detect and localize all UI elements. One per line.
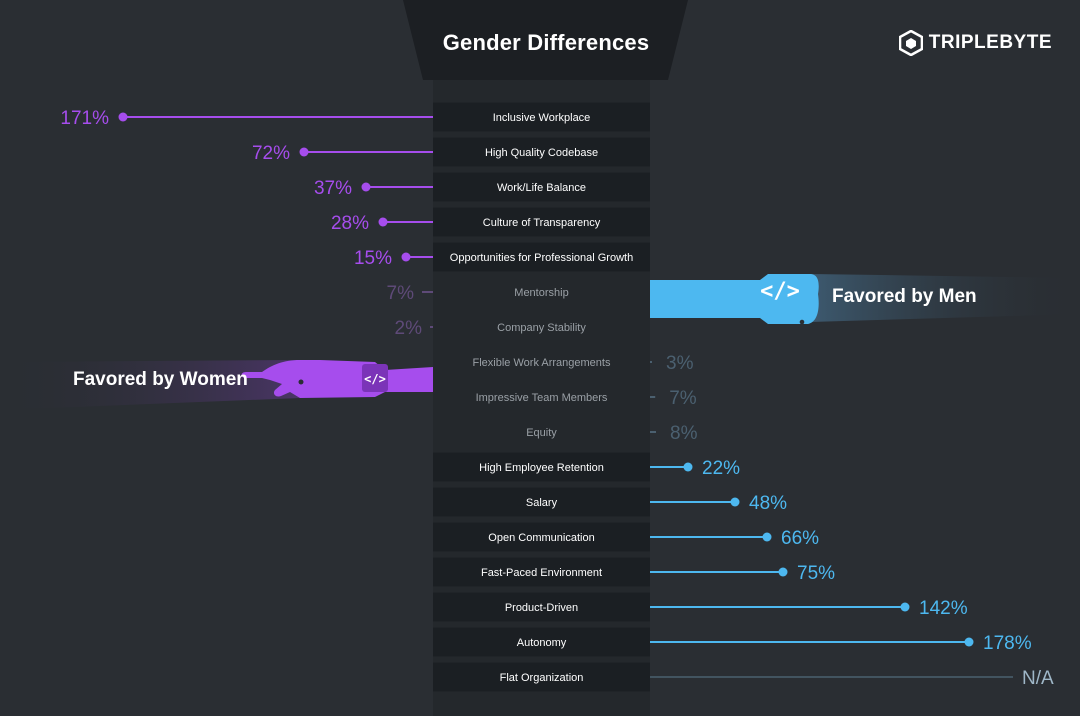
category-row: [433, 662, 650, 692]
men-value-label: 3%: [666, 353, 694, 374]
women-value-label: 7%: [387, 283, 415, 304]
category-label: Flat Organization: [500, 672, 584, 684]
hand-women-graphic: </>: [0, 360, 433, 410]
men-value-label: 22%: [702, 458, 740, 479]
category-row: [433, 452, 650, 482]
category-row: [433, 487, 650, 517]
category-row: [433, 242, 650, 272]
brand-logo: TRIPLEBYTE: [898, 30, 1052, 56]
category-row: [433, 102, 650, 132]
code-bracket-icon: </>: [362, 364, 388, 392]
men-lollipop-dot: [964, 637, 974, 647]
category-label: Work/Life Balance: [497, 182, 586, 194]
women-lollipop-dot: [299, 147, 309, 157]
category-label: Salary: [526, 497, 558, 509]
women-lollipop-dot: [401, 252, 411, 262]
category-row: [433, 172, 650, 202]
category-label: Culture of Transparency: [483, 217, 601, 229]
men-value-label: 8%: [670, 423, 698, 444]
men-value-label: 178%: [983, 633, 1032, 654]
category-row: [433, 207, 650, 237]
men-value-label: 142%: [919, 598, 968, 619]
women-value-label: 171%: [60, 108, 109, 129]
category-label: Autonomy: [517, 637, 567, 649]
men-value-label: 48%: [749, 493, 787, 514]
women-value-label: 72%: [252, 143, 290, 164]
code-bracket-icon: </>: [760, 279, 800, 304]
hand-men-graphic: </>: [650, 274, 1080, 325]
category-row: [433, 592, 650, 622]
men-lollipop-dot: [762, 532, 772, 542]
men-lollipop-dot: [778, 567, 788, 577]
women-value-label: 15%: [354, 248, 392, 269]
brand-name: TRIPLEBYTE: [928, 32, 1052, 53]
category-label: Product-Driven: [505, 602, 578, 614]
svg-text:</>: </>: [364, 372, 386, 386]
category-row: [433, 137, 650, 167]
category-label: Equity: [526, 427, 557, 439]
men-lollipop-dot: [683, 462, 693, 472]
category-label: Flexible Work Arrangements: [473, 357, 611, 369]
category-label: Fast-Paced Environment: [481, 567, 602, 579]
category-row: [433, 522, 650, 552]
women-value-label: 2%: [395, 318, 423, 339]
category-label: High Quality Codebase: [485, 147, 598, 159]
favored-by-men-label: Favored by Men: [832, 286, 977, 307]
cube-logo-icon: [898, 30, 923, 56]
category-label: Impressive Team Members: [476, 392, 608, 404]
women-lollipop-dot: [378, 217, 388, 227]
men-value-label: 75%: [797, 563, 835, 584]
chart-title: Gender Differences: [442, 30, 650, 55]
men-lollipop-dot: [730, 497, 740, 507]
men-value-label: 66%: [781, 528, 819, 549]
category-label: Company Stability: [497, 322, 586, 334]
category-label: Mentorship: [514, 287, 568, 299]
category-label: Inclusive Workplace: [493, 112, 591, 124]
favored-by-women-label: Favored by Women: [73, 369, 248, 390]
svg-text:</>: </>: [760, 279, 800, 304]
women-value-label: 28%: [331, 213, 369, 234]
na-value-label: N/A: [1022, 668, 1054, 689]
category-label: Opportunities for Professional Growth: [450, 252, 633, 264]
men-lollipop-dot: [900, 602, 910, 612]
women-value-label: 37%: [314, 178, 352, 199]
women-lollipop-dot: [361, 182, 371, 192]
category-row: [433, 627, 650, 657]
women-lollipop-dot: [118, 112, 128, 122]
category-row: [433, 557, 650, 587]
category-label: Open Communication: [488, 532, 594, 544]
men-value-label: 7%: [669, 388, 697, 409]
category-label: High Employee Retention: [479, 462, 604, 474]
